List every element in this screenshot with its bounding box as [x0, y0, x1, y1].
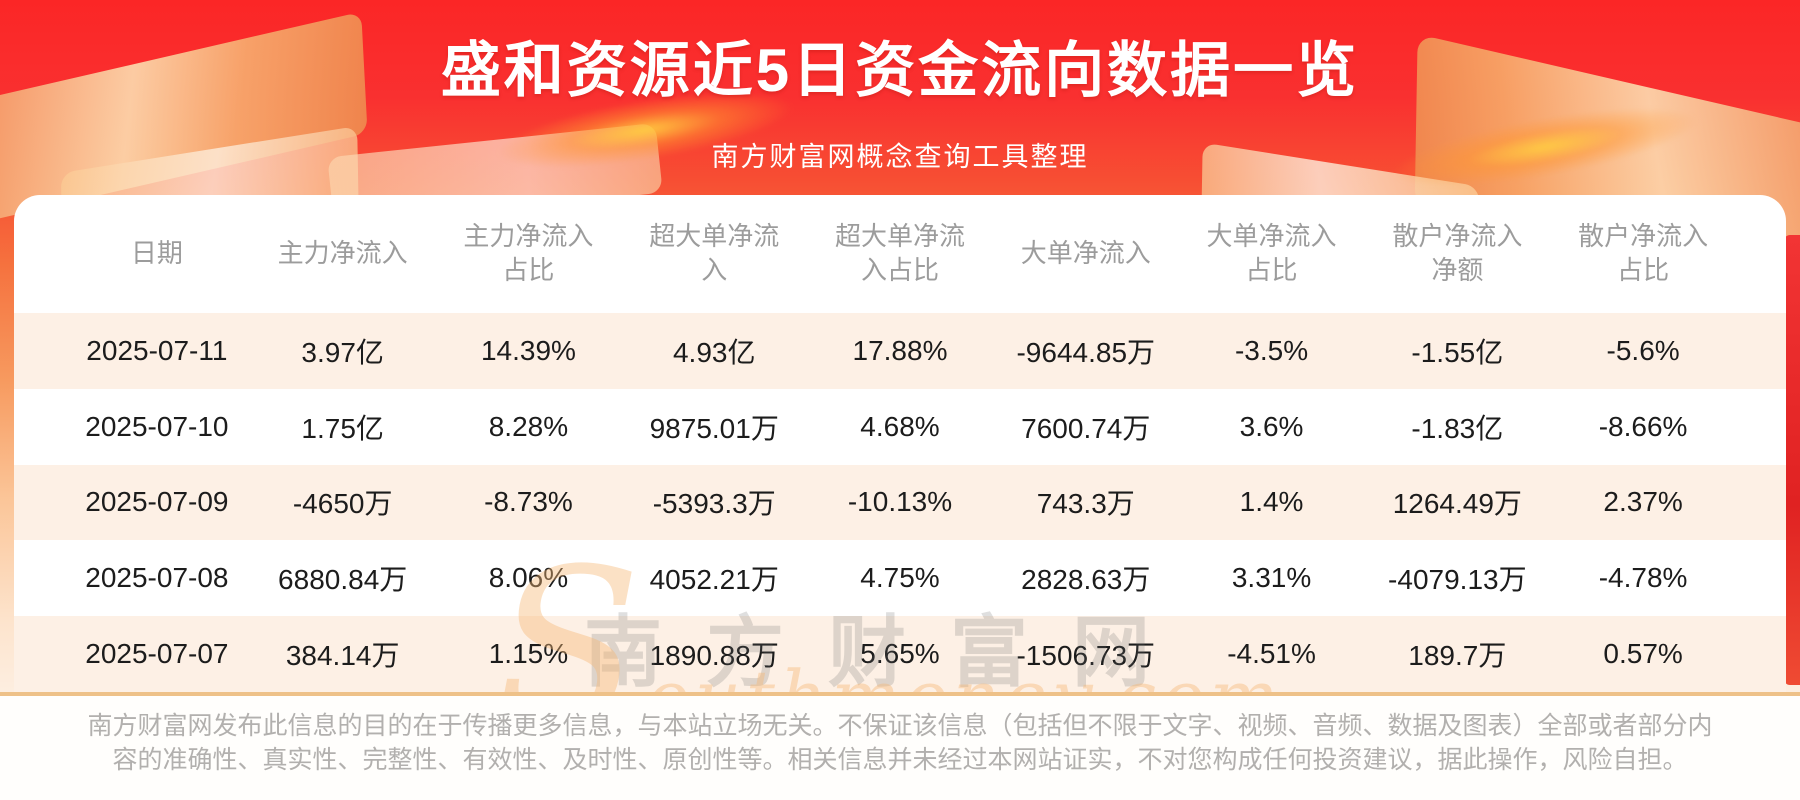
column-header: 日期 — [130, 238, 183, 269]
column-header: 大单净流入占比 — [1206, 221, 1337, 285]
table-cell: 3.97亿 — [301, 336, 384, 368]
table-cell: -5393.3万 — [652, 488, 776, 520]
table-cell: 3.31% — [1231, 562, 1312, 594]
table-cell: 2.37% — [1603, 486, 1683, 518]
column-header: 主力净流入 — [277, 238, 408, 269]
table-row: 2025-07-10 1.75亿 8.28% 9875.01万 4.68% 7600.74… — [14, 388, 1786, 465]
column-header: 超大单净流入占比 — [834, 221, 965, 285]
table-row: 2025-07-08 6880.84万 8.06% 4052.21万 4.75% 2828… — [14, 540, 1786, 617]
table-cell: -9644.85万 — [1016, 336, 1156, 368]
page-title: 盛和资源近5日资金流向数据一览 — [440, 37, 1360, 104]
table-cell: 2025-07-09 — [85, 486, 229, 518]
table-cell: 2025-07-11 — [86, 334, 228, 366]
table-cell: 3.6% — [1239, 410, 1304, 442]
table-cell: 1890.88万 — [649, 640, 779, 672]
column-header: 超大单净流入 — [649, 221, 780, 285]
table-cell: -10.13% — [847, 486, 953, 518]
column-header: 主力净流入占比 — [463, 221, 594, 285]
table-cell: 2025-07-08 — [85, 562, 229, 594]
table-cell: 1.75亿 — [301, 412, 384, 444]
table-cell: 7600.74万 — [1021, 412, 1151, 444]
table-cell: 743.3万 — [1036, 488, 1135, 520]
table-cell: 17.88% — [852, 334, 948, 366]
table-cell: 8.28% — [488, 410, 569, 442]
table-row: 2025-07-11 3.97亿 14.39% 4.93亿 17.88% -9644.85… — [14, 313, 1786, 389]
table-cell: 14.39% — [480, 334, 576, 366]
table-cell: 1.4% — [1239, 486, 1304, 518]
table-cell: -4.51% — [1227, 638, 1316, 670]
table-cell: 2025-07-07 — [85, 638, 229, 670]
table-body: 2025-07-11 3.97亿 14.39% 4.93亿 17.88% -9644.85… — [14, 313, 1786, 692]
table-cell: -1506.73万 — [1016, 640, 1156, 672]
table-cell: 1264.49万 — [1392, 488, 1522, 520]
table-cell: 4.75% — [860, 562, 940, 594]
table-cell: 8.06% — [488, 562, 569, 594]
table-cell: -8.66% — [1598, 410, 1688, 442]
footer: 南方财富网发布此信息的目的在于传播更多信息，与本站立场无关。不保证该信息（包括但… — [0, 696, 1800, 800]
table-cell: 0.57% — [1603, 638, 1683, 670]
table-cell: -3.5% — [1234, 334, 1309, 366]
disclaimer-text: 南方财富网发布此信息的目的在于传播更多信息，与本站立场无关。不保证该信息（包括但… — [87, 712, 1713, 774]
table-cell: -4079.13万 — [1388, 564, 1527, 596]
table-cell: 5.65% — [860, 638, 940, 670]
table-row: 2025-07-09 -4650万 -8.73% -5393.3万 -10.13% 743… — [14, 464, 1786, 541]
table-header-row: 日期 主力净流入 主力净流入占比 超大单净流入 超大单净流入占比 大单净流入 大单净流入占比… — [14, 195, 1786, 313]
table-cell: 4052.21万 — [649, 564, 779, 596]
table-cell: -1.55亿 — [1411, 336, 1504, 368]
table-cell: 1.15% — [488, 638, 569, 670]
footer-divider-line — [0, 692, 1800, 696]
table-cell: 2025-07-10 — [85, 410, 229, 442]
banner: 盛和资源近5日资金流向数据一览 南方财富网概念查询工具整理 — [0, 0, 1800, 174]
table-cell: 9875.01万 — [649, 412, 779, 444]
table-cell: 189.7万 — [1408, 640, 1507, 672]
table-cell: 4.93亿 — [672, 336, 756, 368]
table-cell: -1.83亿 — [1411, 412, 1504, 444]
table-cell: -5.6% — [1606, 334, 1680, 366]
table-cell: 6880.84万 — [278, 564, 408, 596]
table-cell: 384.14万 — [285, 640, 400, 672]
table-cell: 4.68% — [860, 410, 940, 442]
column-header: 散户净流入净额 — [1392, 221, 1523, 285]
table-row: 2025-07-07 384.14万 1.15% 1890.88万 5.65% -1506… — [14, 616, 1786, 692]
column-header: 散户净流入占比 — [1578, 221, 1709, 285]
table-cell: -4.78% — [1598, 562, 1688, 594]
page-subtitle: 南方财富网概念查询工具整理 — [711, 142, 1089, 172]
column-header: 大单净流入 — [1020, 238, 1151, 269]
table-cell: 2828.63万 — [1021, 564, 1151, 596]
fund-flow-table: 日期 主力净流入 主力净流入占比 超大单净流入 超大单净流入占比 大单净流入 大单净流入占比… — [14, 195, 1786, 692]
table-cell: -8.73% — [484, 486, 573, 518]
table-cell: -4650万 — [292, 488, 393, 520]
